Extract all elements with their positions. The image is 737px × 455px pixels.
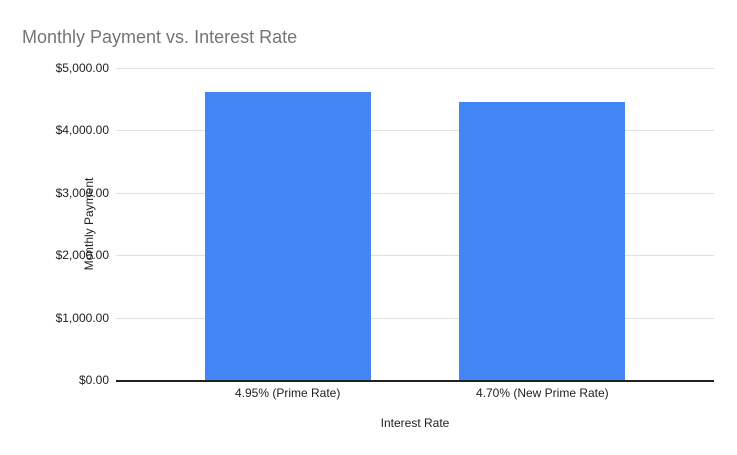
y-tick-label: $0.00 <box>78 373 109 387</box>
gridline <box>116 192 714 194</box>
y-tick-label: $4,000.00 <box>55 123 109 138</box>
y-tick-label: $5,000.00 <box>55 61 109 75</box>
bar-1 <box>204 91 371 380</box>
x-tick-label: 4.95% (Prime Rate) <box>234 386 341 400</box>
plot-area: $5,000.00 $4,000.00 $3,000.00 $2,000.00 $1,0… <box>56 61 714 400</box>
chart-title: Monthly Payment vs. Interest Rate <box>22 27 298 47</box>
x-tick-label: 4.70% (New Prime Rate) <box>475 386 609 400</box>
x-axis-title: Interest Rate <box>380 416 450 430</box>
gridline <box>116 130 714 132</box>
gridline <box>116 317 714 319</box>
gridline <box>116 255 714 257</box>
gridline <box>116 68 714 69</box>
y-tick-label: $3,000.00 <box>55 185 109 200</box>
y-tick-label: $2,000.00 <box>55 248 109 263</box>
y-tick-label: $1,000.00 <box>55 310 109 325</box>
bar-2 <box>459 102 626 380</box>
